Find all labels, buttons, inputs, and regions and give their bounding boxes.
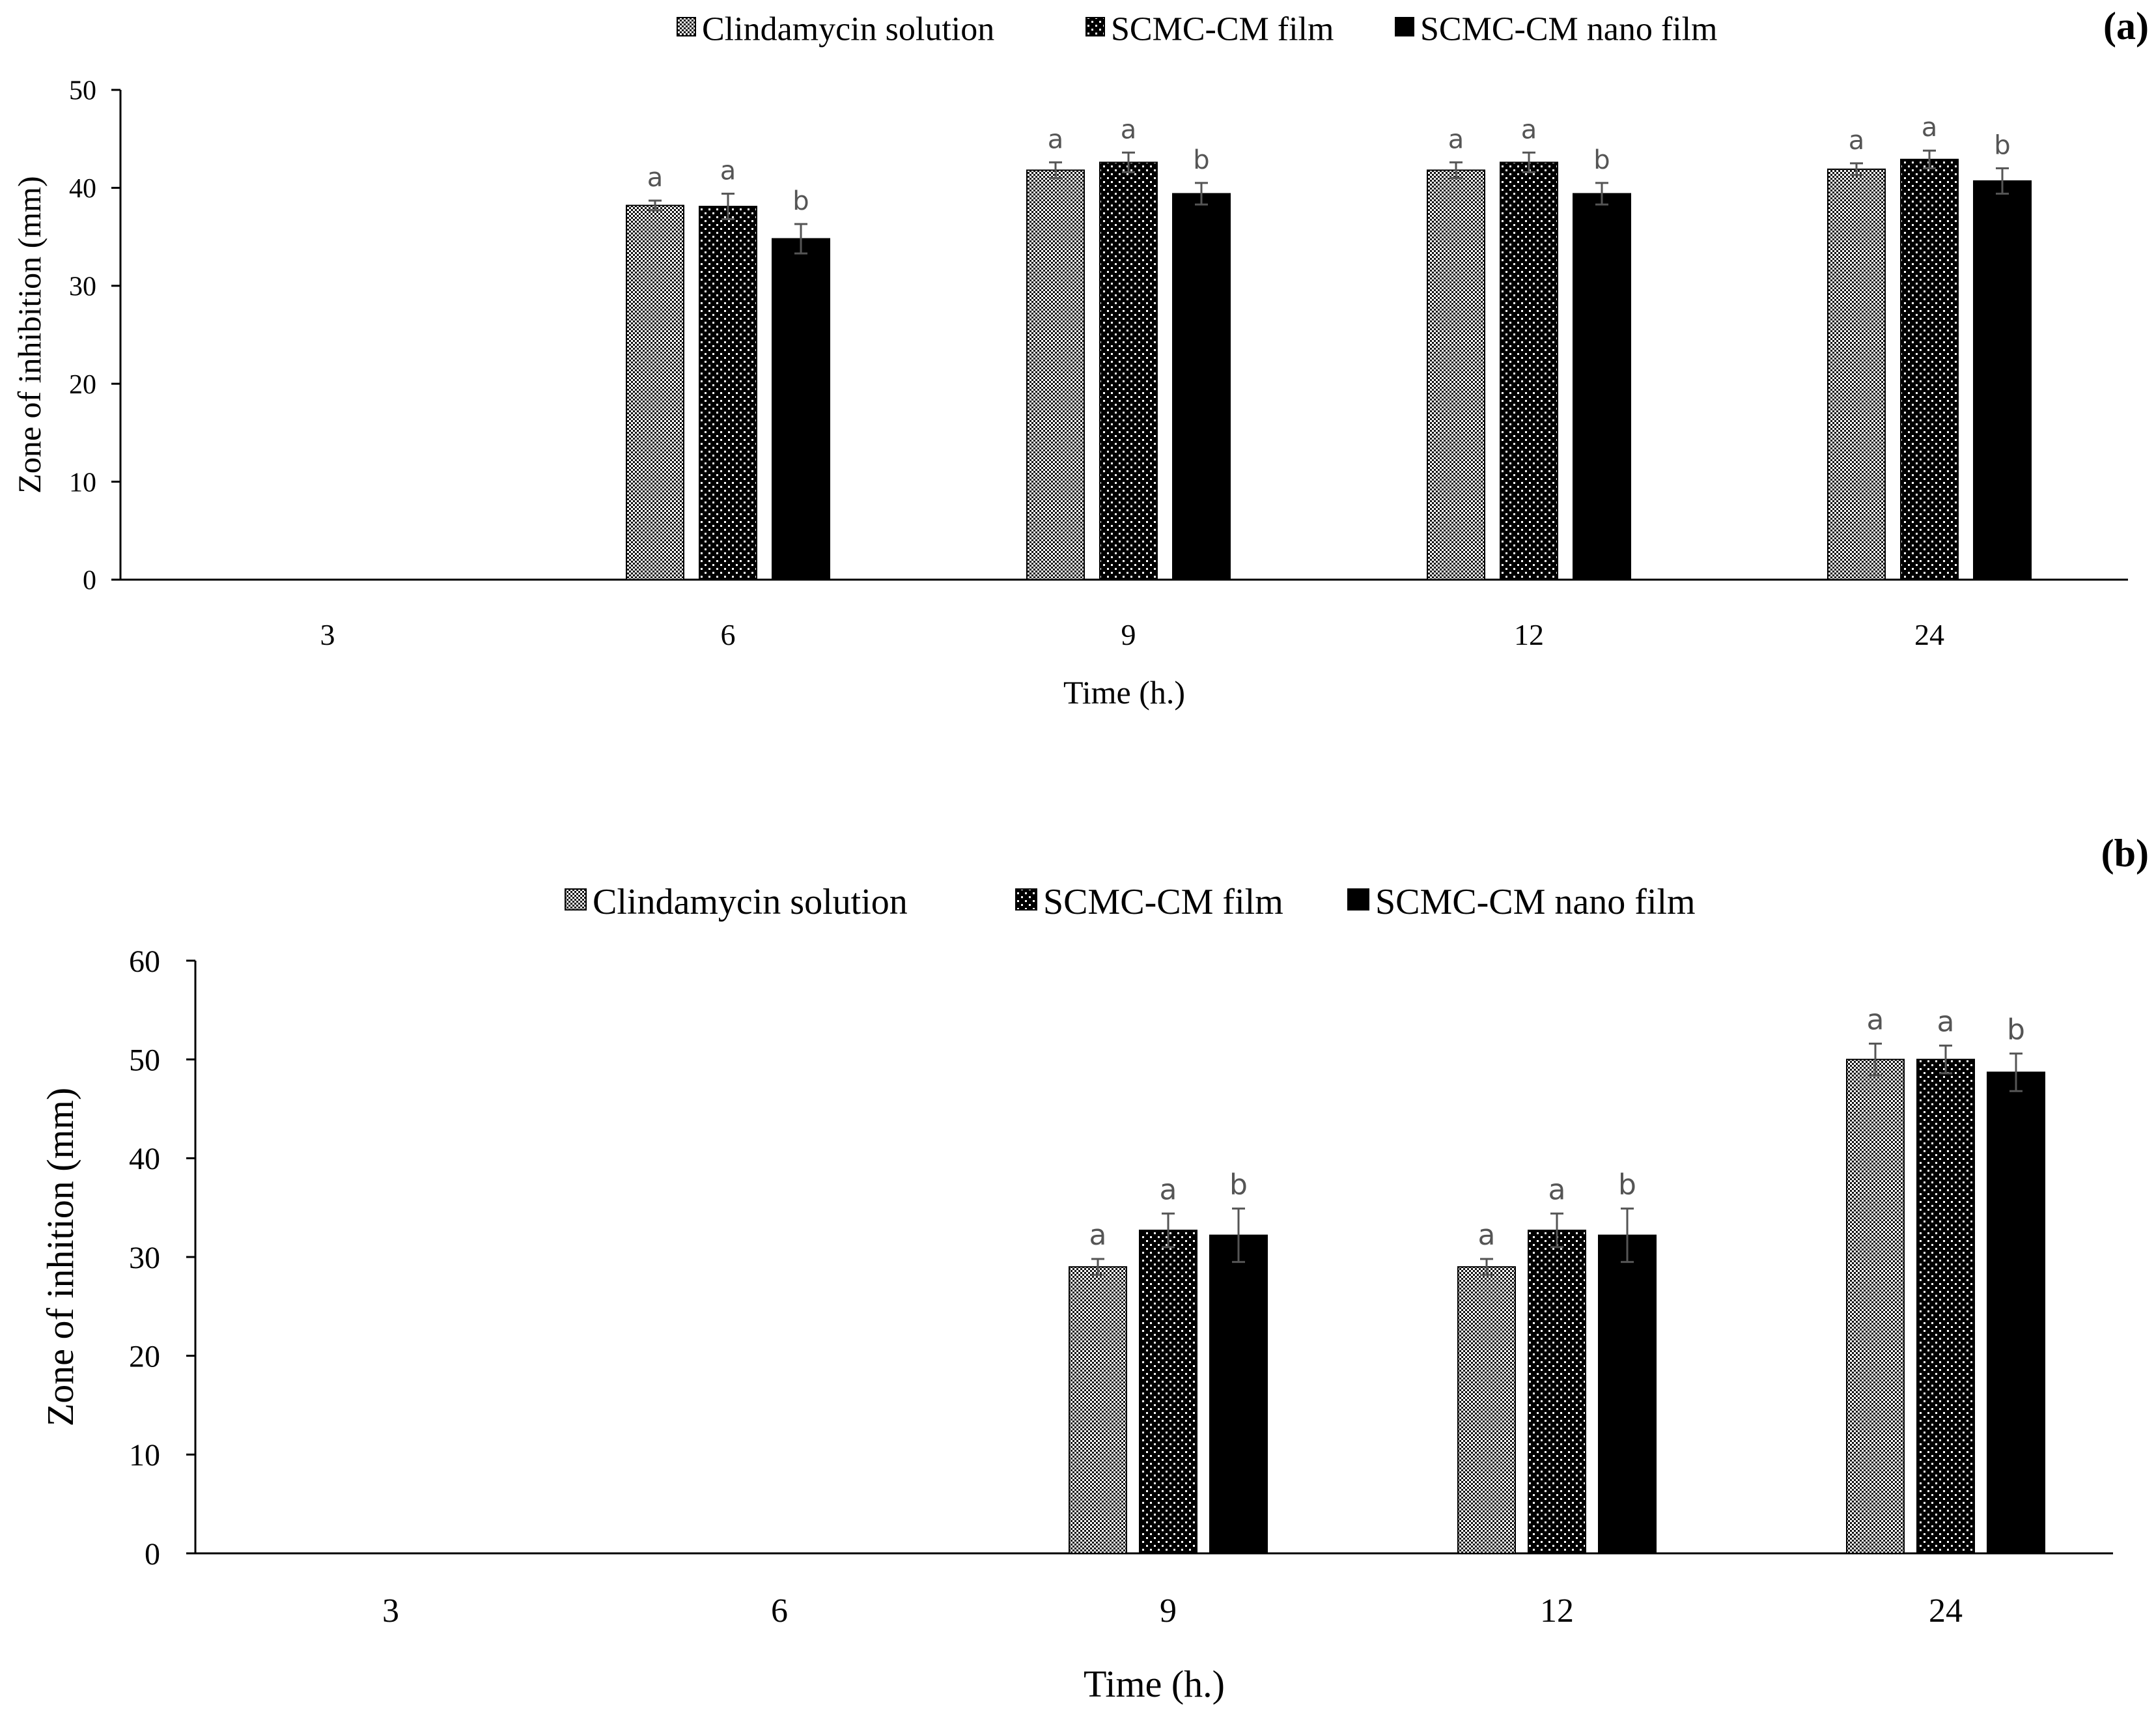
significance-label: a [1121,115,1137,145]
bar [1827,168,1886,581]
bar [1528,1230,1586,1555]
significance-label: a [1448,124,1464,154]
bar [626,205,684,580]
y-tick-label: 50 [129,1043,160,1077]
legend-swatch [1347,888,1369,911]
y-tick-label: 30 [69,272,96,302]
panel-label: (a) [2103,5,2149,48]
panel-label: (b) [2101,832,2149,875]
chart-panel-b: 0 10 20 30 40 50 60 3 6 9 12 24 Time (h.) Zone of inh… [39,832,2149,1705]
bar [1900,158,1959,580]
bar [772,238,830,581]
significance-label: a [1548,1173,1566,1206]
x-axis-title: Time (h.) [1063,674,1185,711]
significance-label: b [1618,1168,1636,1202]
bar [1573,193,1631,580]
x-tick-label: 12 [1540,1592,1574,1630]
bar [1209,1234,1268,1554]
bar [1026,169,1085,580]
y-axis-title: Zone of inhibition (mm) [11,176,48,493]
bar [1973,180,2032,580]
bar [1139,1230,1197,1555]
y-tick-label: 40 [69,174,96,204]
significance-label: b [792,186,809,216]
legend-swatch [565,888,587,911]
significance-label: a [1937,1005,1955,1038]
chart-panel-a: 0 10 20 30 40 50 3 6 9 12 24 Time (h.) Zone of inhib… [11,5,2149,711]
bar [1500,162,1558,580]
x-tick-label: 24 [1914,618,1944,651]
significance-label: a [1521,115,1537,145]
bar [1099,162,1158,580]
y-tick-label: 40 [129,1142,160,1176]
legend-label: SCMC-CM nano film [1375,882,1696,922]
legend-label: SCMC-CM nano film [1420,11,1718,48]
y-tick-label: 0 [145,1537,160,1572]
significance-label: a [1048,124,1064,154]
significance-label: b [1193,145,1209,175]
y-tick-label: 50 [69,76,96,106]
legend-swatch [1015,888,1037,911]
significance-label: a [1922,113,1938,143]
x-tick-label: 6 [721,618,736,651]
legend-label: Clindamycin solution [702,11,994,48]
bar [1846,1058,1905,1554]
y-tick-label: 60 [129,944,160,979]
x-tick-label: 3 [382,1592,399,1630]
significance-label: a [1867,1003,1884,1036]
x-tick-label: 12 [1514,618,1544,651]
y-tick-label: 10 [129,1438,160,1473]
legend-label: SCMC-CM film [1111,11,1334,48]
legend-label: SCMC-CM film [1043,882,1283,922]
x-tick-label: 3 [320,618,335,651]
x-tick-label: 9 [1160,1592,1177,1630]
significance-label: a [1478,1219,1496,1252]
legend: Clindamycin solution SCMC-CM film SCMC-CM … [677,11,1718,48]
legend-swatch [677,17,696,36]
significance-label: b [2007,1013,2025,1047]
bar [1916,1058,1975,1554]
x-tick-label: 9 [1121,618,1136,651]
y-axis-title: Zone of inhition (mm) [39,1088,81,1426]
y-tick-label: 0 [83,566,96,596]
x-tick-label: 24 [1929,1592,1963,1630]
y-tick-label: 20 [69,370,96,400]
x-tick-label: 6 [771,1592,788,1630]
bar [1069,1266,1127,1554]
significance-label: b [1994,130,2010,160]
x-axis-title: Time (h.) [1084,1663,1225,1705]
bar [1598,1234,1657,1554]
bar [1427,169,1485,580]
legend: Clindamycin solution SCMC-CM film SCMC-CM … [565,882,1696,922]
significance-label: a [1849,126,1865,156]
significance-label: a [720,156,736,186]
bar [1987,1071,2045,1554]
significance-label: b [1593,145,1610,175]
legend-swatch [1395,17,1414,36]
bar [699,205,757,580]
legend-label: Clindamycin solution [593,882,908,922]
bar [1457,1266,1516,1554]
significance-label: a [1160,1173,1177,1206]
y-tick-label: 20 [129,1339,160,1374]
significance-label: a [1089,1219,1107,1252]
significance-label: a [647,163,664,193]
legend-swatch [1085,17,1105,36]
significance-label: b [1229,1168,1248,1202]
y-tick-label: 30 [129,1241,160,1275]
bar [1172,193,1231,580]
y-tick-label: 10 [69,468,96,498]
